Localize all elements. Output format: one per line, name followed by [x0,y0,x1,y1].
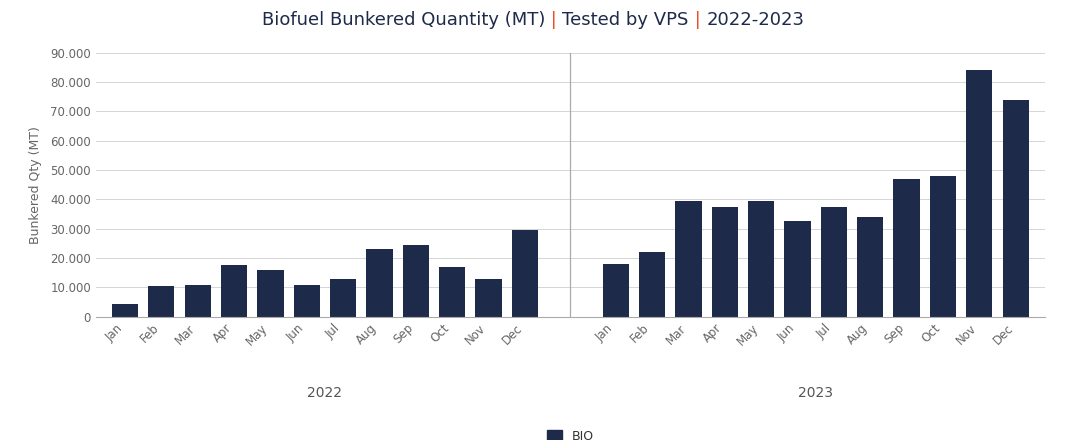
Bar [184,285,211,317]
Bar [821,207,846,317]
Y-axis label: Bunkered Qty (MT): Bunkered Qty (MT) [29,126,42,244]
Text: 2023: 2023 [798,386,834,400]
Bar [857,217,884,317]
Bar [1002,100,1029,317]
Bar [639,252,665,317]
Text: |: | [545,11,563,29]
Bar [676,201,701,317]
Bar [893,179,920,317]
Bar [439,267,465,317]
Bar [257,270,284,317]
Bar [930,176,956,317]
Bar [785,221,810,317]
Bar [330,279,356,317]
Bar [602,264,629,317]
Bar [221,265,247,317]
Bar [512,230,538,317]
Bar [367,249,392,317]
Bar [748,201,774,317]
Bar [148,286,175,317]
Bar [475,279,502,317]
Text: 2022-2023: 2022-2023 [707,11,805,29]
Bar [112,304,139,317]
Text: Biofuel Bunkered Quantity (MT): Biofuel Bunkered Quantity (MT) [261,11,545,29]
Bar [403,245,429,317]
Bar [966,70,992,317]
Bar [712,207,738,317]
Text: 2022: 2022 [307,386,342,400]
Legend: BIO: BIO [542,425,599,440]
Bar [294,285,320,317]
Text: Tested by VPS: Tested by VPS [563,11,689,29]
Text: |: | [689,11,707,29]
